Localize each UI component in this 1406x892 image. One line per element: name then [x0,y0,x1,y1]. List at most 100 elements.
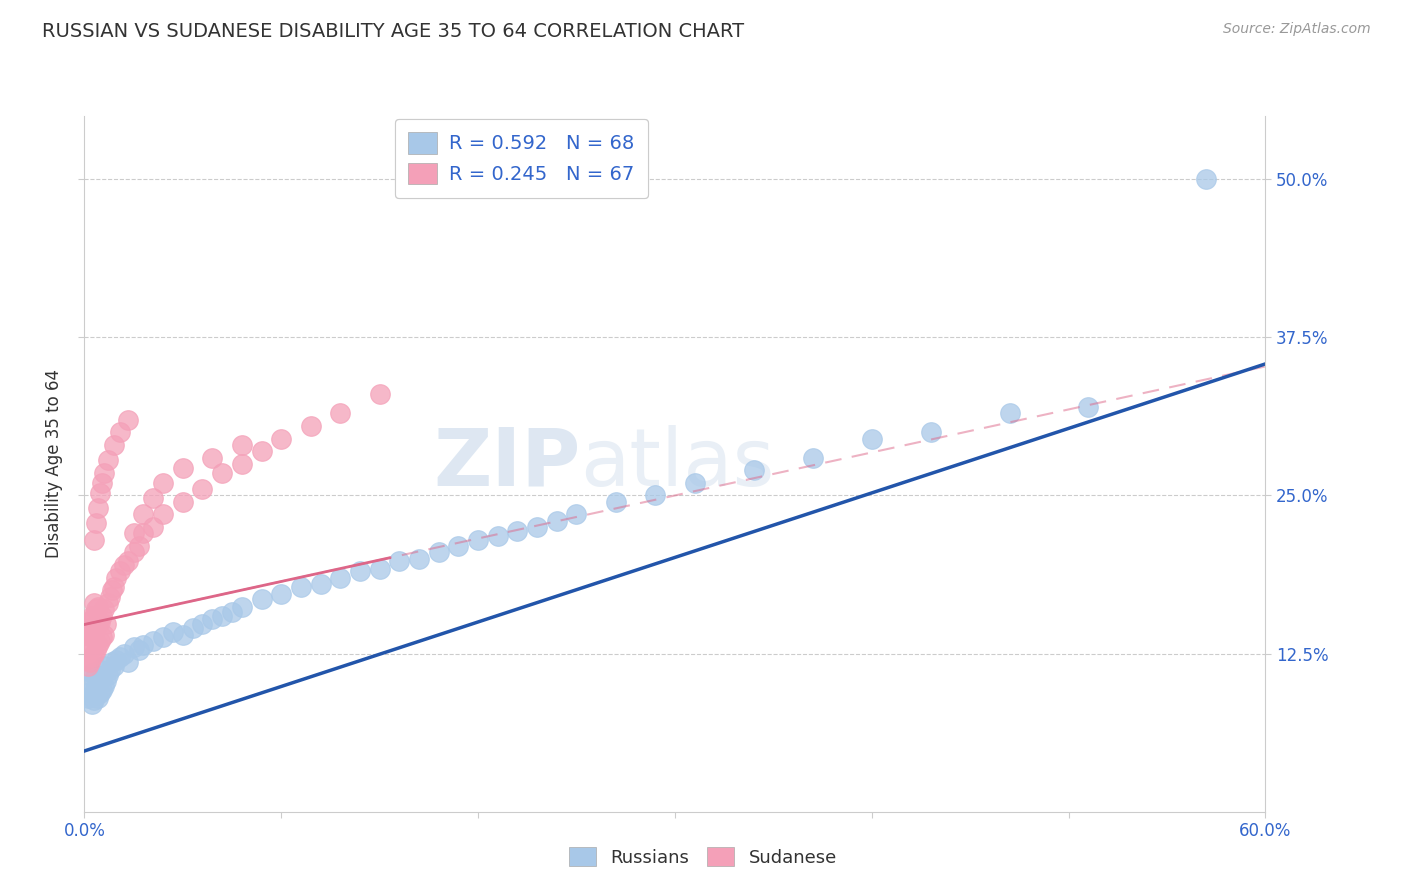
Point [250,444,273,458]
Point [93,680,115,694]
Point [97,668,120,682]
Point [546,514,568,528]
Text: Source: ZipAtlas.com: Source: ZipAtlas.com [1223,22,1371,37]
Point [122,640,145,655]
Point [1077,400,1099,414]
Point [84,602,107,616]
Point [77,690,100,705]
Point [75,653,97,667]
Point [94,617,117,632]
Point [801,450,824,465]
Point [201,450,224,465]
Point [93,602,115,616]
Point [103,659,125,673]
Point [91,608,114,623]
Point [231,438,253,452]
Point [211,608,233,623]
Point [742,463,765,477]
Point [82,665,104,680]
Point [82,650,104,665]
Point [221,605,243,619]
Point [605,495,627,509]
Point [93,627,115,641]
Point [82,630,104,644]
Y-axis label: Disability Age 35 to 64: Disability Age 35 to 64 [45,369,63,558]
Point [108,425,131,440]
Legend: Russians, Sudanese: Russians, Sudanese [561,840,845,874]
Point [117,554,139,568]
Point [79,621,101,635]
Point [103,580,125,594]
Point [191,617,214,632]
Point [84,681,107,695]
Point [89,634,111,648]
Point [181,621,204,635]
Point [152,508,174,522]
Point [91,475,114,490]
Point [467,533,489,547]
Point [84,689,107,703]
Point [122,545,145,559]
Point [998,406,1021,420]
Point [91,630,114,644]
Point [270,432,292,446]
Point [128,539,150,553]
Point [132,638,155,652]
Point [83,684,105,698]
Point [82,697,104,711]
Point [108,565,131,579]
Legend: R = 0.592   N = 68, R = 0.245   N = 67: R = 0.592 N = 68, R = 0.245 N = 67 [395,119,648,198]
Point [89,486,111,500]
Point [82,608,104,623]
Point [104,571,127,585]
Point [329,571,352,585]
Point [172,627,194,641]
Point [128,642,150,657]
Point [683,475,706,490]
Text: atlas: atlas [581,425,775,503]
Point [77,615,100,629]
Point [368,387,391,401]
Point [97,596,120,610]
Point [142,634,165,648]
Point [112,558,135,572]
Point [526,520,548,534]
Point [77,659,100,673]
Point [98,663,121,677]
Point [83,596,105,610]
Point [84,516,107,531]
Point [506,524,529,538]
Point [231,457,253,471]
Point [117,412,139,426]
Point [132,526,155,541]
Point [84,668,107,682]
Point [83,647,105,661]
Text: ZIP: ZIP [433,425,581,503]
Point [117,656,139,670]
Text: RUSSIAN VS SUDANESE DISABILITY AGE 35 TO 64 CORRELATION CHART: RUSSIAN VS SUDANESE DISABILITY AGE 35 TO… [42,22,744,41]
Point [112,647,135,661]
Point [565,508,588,522]
Point [142,491,165,505]
Point [162,625,184,640]
Point [108,650,131,665]
Point [644,488,666,502]
Point [104,653,127,667]
Point [87,675,110,690]
Point [427,545,450,559]
Point [101,656,124,670]
Point [388,554,411,568]
Point [89,663,111,677]
Point [132,508,155,522]
Point [152,630,174,644]
Point [87,617,110,632]
Point [77,634,100,648]
Point [79,640,101,655]
Point [83,693,105,707]
Point [309,577,332,591]
Point [87,599,110,614]
Point [122,526,145,541]
Point [93,466,115,480]
Point [299,418,322,433]
Point [211,466,233,480]
